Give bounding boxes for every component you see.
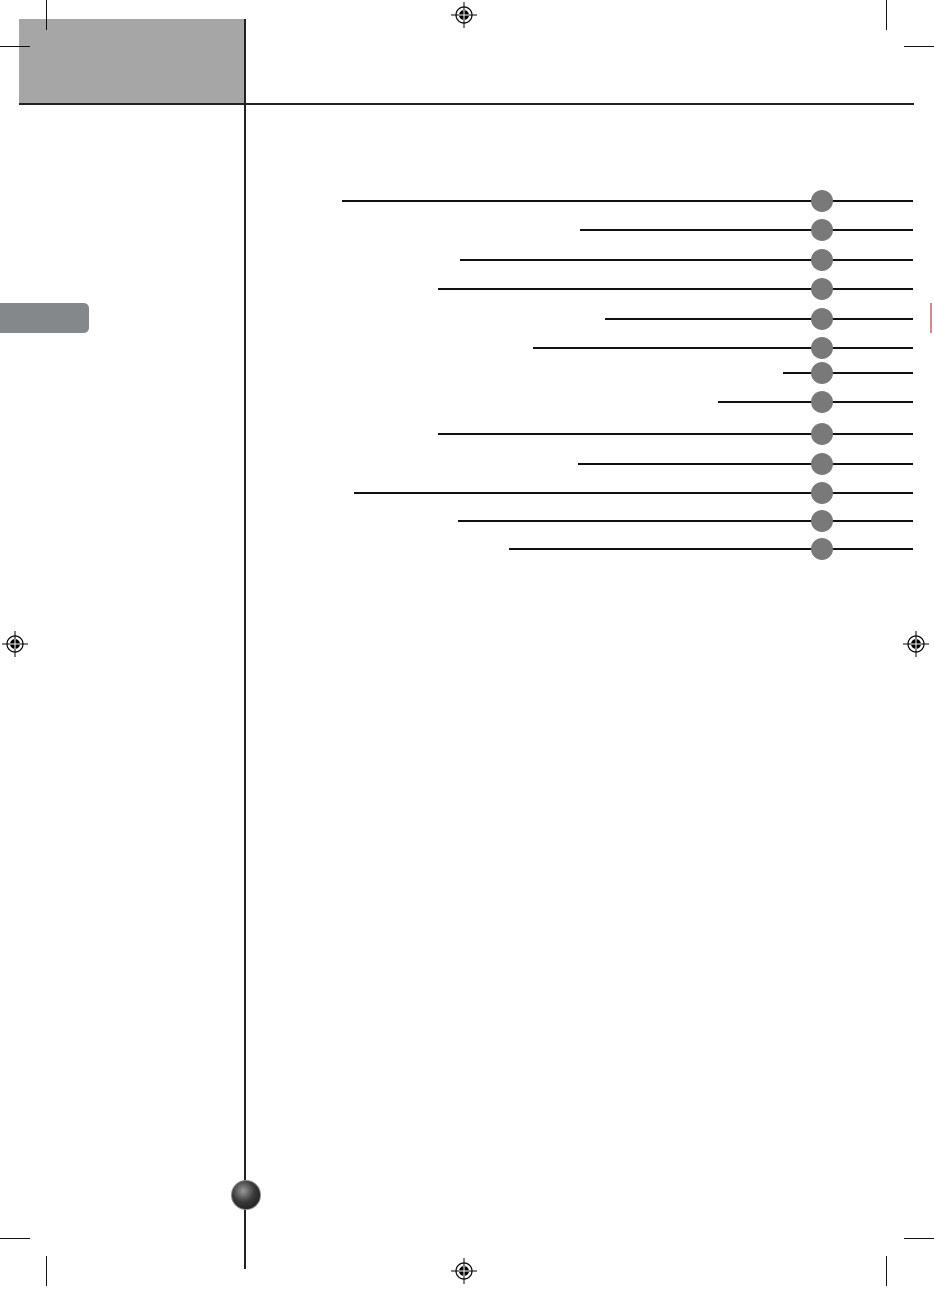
registration-mark-icon [451,2,477,28]
toc-page-number-dot [811,219,833,241]
edge-mark [930,303,932,333]
column-divider [244,19,246,1269]
toc-page-number-dot [811,190,833,212]
toc-leader-line [342,200,913,202]
toc-page-number-dot [811,538,833,560]
toc-page-number-dot [811,249,833,271]
toc-leader-line [458,520,913,522]
toc-page-number-dot [811,308,833,330]
toc-leader-line [605,318,913,320]
crop-mark [886,0,887,30]
crop-mark [904,46,934,47]
header-rule [19,103,914,105]
toc-leader-line [580,229,913,231]
toc-leader-line [438,288,913,290]
crop-mark [46,0,47,30]
page-ball-icon [231,1180,261,1210]
toc-page-number-dot [811,482,833,504]
toc-page-number-dot [811,362,833,384]
toc-leader-line [460,259,913,261]
crop-mark [904,1238,934,1239]
toc-leader-line [783,372,913,374]
toc-page-number-dot [811,337,833,359]
toc-page-number-dot [811,453,833,475]
registration-mark-icon [903,631,929,657]
crop-mark [0,46,30,47]
registration-mark-icon [451,1258,477,1284]
toc-leader-line [438,433,913,435]
section-side-tab [0,303,89,333]
toc-leader-line [354,492,913,494]
crop-mark [46,1256,47,1286]
toc-leader-line [533,347,913,349]
toc-leader-line [509,548,913,550]
chapter-header-block [19,19,245,104]
toc-page-number-dot [811,423,833,445]
registration-mark-icon [2,631,28,657]
toc-page-number-dot [811,391,833,413]
crop-mark [886,1256,887,1286]
crop-mark [0,1238,30,1239]
toc-leader-line [578,463,913,465]
toc-page-number-dot [811,278,833,300]
toc-page-number-dot [811,510,833,532]
